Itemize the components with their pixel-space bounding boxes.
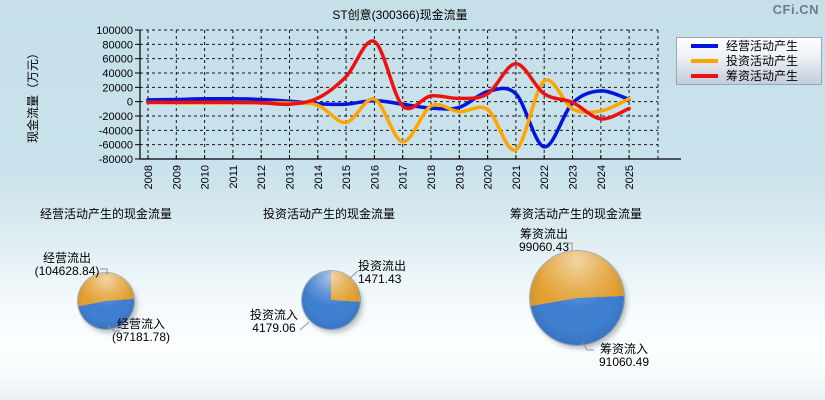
- legend-label-investing: 投资活动产生: [726, 54, 799, 68]
- y-tick-label: 80000: [102, 39, 133, 51]
- x-tick-label: 2013: [285, 165, 297, 189]
- pie-label-operating-outflow: 经营流出 (104628.84): [28, 252, 106, 278]
- pie-label-financing-inflow: 筹资流入 91060.49: [588, 343, 660, 369]
- pie-chart-operating: [78, 273, 134, 329]
- y-axis-title: 现金流量（万元）: [25, 47, 40, 143]
- x-tick-label: 2014: [313, 165, 325, 189]
- chart-legend: 经营活动产生 投资活动产生 筹资活动产生: [676, 37, 822, 85]
- pie-label-financing-inflow-name: 筹资流入: [599, 342, 648, 356]
- x-tick-label: 2009: [171, 165, 183, 189]
- legend-swatch-operating: [691, 44, 718, 48]
- x-tick-label: 2025: [624, 165, 636, 189]
- legend-swatch-financing: [691, 74, 718, 78]
- x-tick-label: 2015: [341, 165, 353, 189]
- y-tick-label: 100000: [96, 25, 133, 37]
- legend-label-operating: 经营活动产生: [726, 39, 799, 53]
- pie-label-investing-inflow-value: 4179.06: [252, 321, 296, 335]
- x-tick-label: 2019: [454, 165, 466, 189]
- x-tick-label: 2008: [143, 165, 155, 189]
- pie-label-operating-outflow-value: (104628.84): [34, 264, 100, 278]
- pie-label-financing-outflow: 筹资流出 99060.43: [509, 228, 579, 254]
- y-tick-label: 0: [127, 97, 133, 109]
- pie-label-financing-outflow-name: 筹资流出: [519, 227, 568, 241]
- y-tick-label: 40000: [102, 68, 133, 80]
- series-line-2: [146, 39, 631, 121]
- pie-label-operating-inflow-value: (97181.78): [111, 330, 171, 344]
- y-tick-label: -40000: [99, 125, 133, 137]
- legend-item-investing: 投资活动产生: [691, 55, 821, 68]
- x-tick-label: 2010: [200, 165, 212, 189]
- x-tick-label: 2012: [256, 165, 268, 189]
- x-tick-label: 2018: [426, 165, 438, 189]
- x-tick-label: 2020: [483, 165, 495, 189]
- x-tick-label: 2024: [596, 165, 608, 189]
- leader-investing-outflow: [349, 270, 359, 279]
- pie-label-operating-outflow-name: 经营流出: [42, 251, 91, 265]
- pie-label-operating-inflow-name: 经营流入: [116, 317, 165, 331]
- pie-label-financing-inflow-value: 91060.49: [598, 355, 650, 369]
- series-line-1: [146, 78, 631, 152]
- pie-chart-financing: [530, 251, 624, 345]
- legend-item-financing: 筹资活动产生: [691, 70, 821, 83]
- y-tick-label: -20000: [99, 111, 133, 123]
- legend-label-financing: 筹资活动产生: [726, 69, 799, 83]
- y-tick-label: -80000: [99, 154, 133, 166]
- legend-swatch-investing: [691, 59, 718, 63]
- pie-title-financing: 筹资活动产生的现金流量: [510, 207, 643, 221]
- y-tick-label: -60000: [99, 140, 133, 152]
- y-tick-label: 20000: [102, 82, 133, 94]
- pie-chart-investing: [302, 271, 360, 329]
- pie-label-financing-outflow-value: 99060.43: [518, 240, 570, 254]
- x-tick-label: 2021: [511, 165, 523, 189]
- pie-label-investing-outflow-value: 1471.43: [358, 272, 402, 286]
- pie-label-investing-inflow-name: 投资流入: [249, 308, 298, 322]
- pie-title-operating: 经营活动产生的现金流量: [40, 207, 173, 221]
- line-chart-title: ST创意(300366)现金流量: [332, 8, 468, 22]
- pie-title-investing: 投资活动产生的现金流量: [263, 207, 396, 221]
- pie-label-investing-outflow-name: 投资流出: [358, 259, 407, 273]
- x-tick-label: 2016: [369, 165, 381, 189]
- x-tick-label: 2017: [398, 165, 410, 189]
- pie-label-operating-inflow: 经营流入 (97181.78): [106, 318, 176, 344]
- pie-label-investing-inflow: 投资流入 4179.06: [244, 309, 304, 335]
- y-tick-label: 60000: [102, 54, 133, 66]
- pie-label-investing-outflow: 投资流出 1471.43: [358, 260, 428, 286]
- series-line-0: [146, 86, 631, 149]
- cfi-logo: CFi.CN: [772, 2, 819, 17]
- legend-item-operating: 经营活动产生: [691, 40, 821, 53]
- x-tick-label: 2022: [539, 165, 551, 189]
- x-tick-label: 2023: [568, 165, 580, 189]
- x-tick-label: 2011: [228, 165, 240, 189]
- cashflow-line-chart: 100000 80000 60000 40000 20000 0 -20000 -40000 -…: [25, 25, 681, 189]
